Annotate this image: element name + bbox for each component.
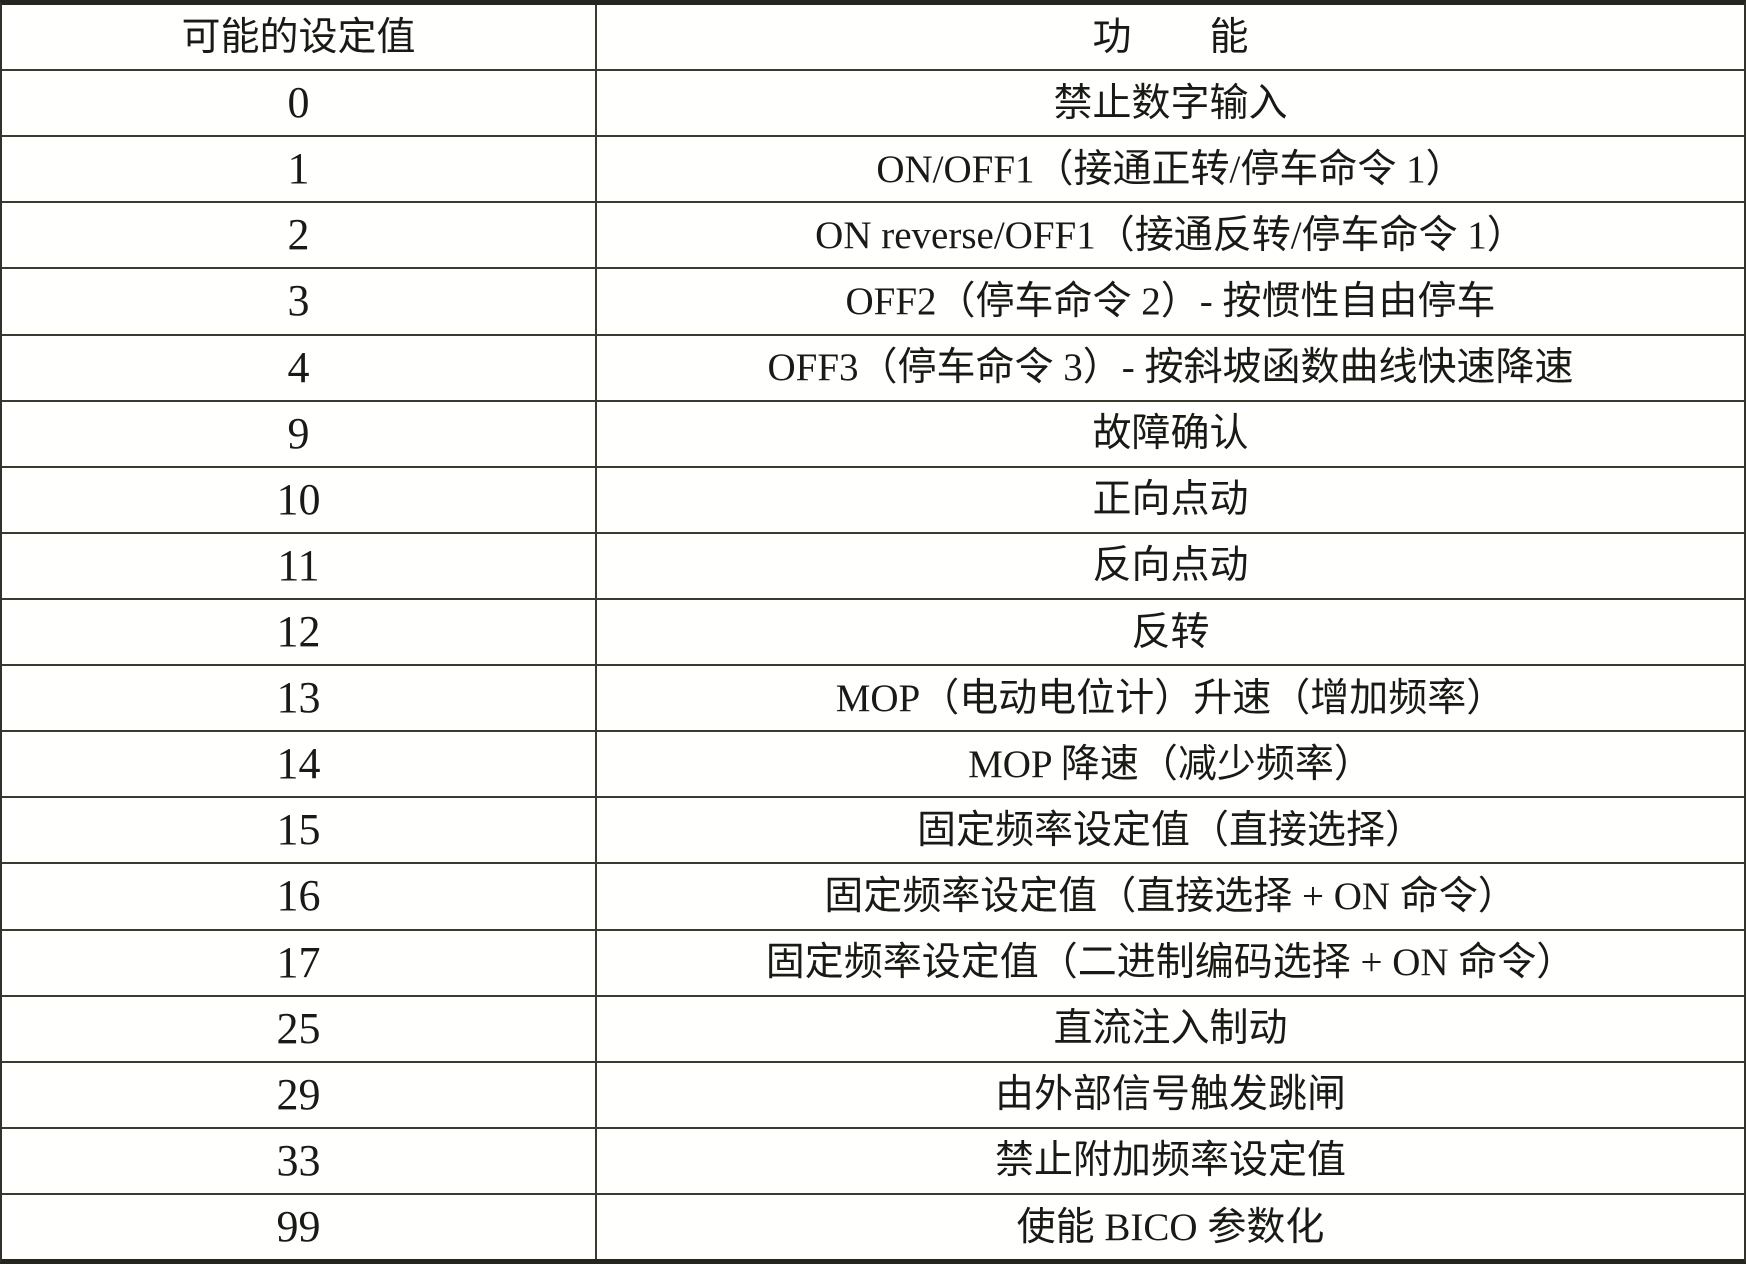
function-cell: 禁止附加频率设定值	[994, 1139, 1346, 1183]
function-cell: ON reverse/OFF1（接通反转/停车命令 1）	[815, 213, 1526, 257]
table-row: 99 使能 BICO 参数化	[2, 1192, 1744, 1260]
setting-value-cell: 9	[2, 401, 597, 466]
setting-value-cell: 0	[2, 71, 597, 136]
table-row: 4 OFF3（停车命令 3）- 按斜坡函数曲线快速降速	[2, 333, 1744, 400]
table-row: 10 正向点动	[2, 465, 1744, 532]
header-possible-setting-value: 可能的设定值	[2, 5, 597, 70]
function-cell: 反向点动	[1092, 544, 1249, 588]
function-cell: OFF3（停车命令 3）- 按斜坡函数曲线快速降速	[767, 346, 1574, 390]
setting-value-cell: 14	[2, 732, 597, 797]
setting-value-cell: 2	[2, 203, 597, 268]
table-row: 11 反向点动	[2, 531, 1744, 598]
table-row: 13 MOP（电动电位计）升速（增加频率）	[2, 664, 1744, 731]
function-cell: 使能 BICO 参数化	[1016, 1205, 1325, 1249]
function-cell: 故障确认	[1092, 412, 1249, 456]
function-cell: 由外部信号触发跳闸	[994, 1073, 1346, 1117]
setting-value-cell: 99	[2, 1194, 597, 1260]
table-row: 33 禁止附加频率设定值	[2, 1126, 1744, 1193]
setting-value-cell: 25	[2, 996, 597, 1061]
setting-value-cell: 15	[2, 798, 597, 863]
function-cell: 反转	[1131, 610, 1210, 654]
setting-value-cell: 16	[2, 864, 597, 929]
setting-value-cell: 13	[2, 666, 597, 731]
function-cell: 禁止数字输入	[1053, 81, 1288, 125]
table-row: 2 ON reverse/OFF1（接通反转/停车命令 1）	[2, 201, 1744, 268]
table-row: 9 故障确认	[2, 399, 1744, 466]
function-cell: MOP（电动电位计）升速（增加频率）	[835, 676, 1506, 720]
setting-value-cell: 17	[2, 930, 597, 995]
function-cell: 直流注入制动	[1053, 1007, 1288, 1051]
setting-value-cell: 4	[2, 335, 597, 400]
setting-value-cell: 1	[2, 137, 597, 202]
table-row: 16 固定频率设定值（直接选择 + ON 命令）	[2, 862, 1744, 929]
setting-value-cell: 29	[2, 1062, 597, 1127]
function-cell: OFF2（停车命令 2）- 按惯性自由停车	[845, 279, 1496, 323]
setting-value-cell: 10	[2, 467, 597, 532]
table-row: 25 直流注入制动	[2, 994, 1744, 1061]
function-cell: ON/OFF1（接通正转/停车命令 1）	[876, 147, 1465, 191]
table-header-row: 可能的设定值 功 能	[2, 5, 1744, 70]
table-row: 3 OFF2（停车命令 2）- 按惯性自由停车	[2, 267, 1744, 334]
table-row: 14 MOP 降速（减少频率）	[2, 730, 1744, 797]
function-cell: 固定频率设定值（直接选择 + ON 命令）	[824, 874, 1517, 918]
setting-value-cell: 3	[2, 269, 597, 334]
table-row: 12 反转	[2, 597, 1744, 665]
table-row: 15 固定频率设定值（直接选择）	[2, 796, 1744, 863]
table-row: 29 由外部信号触发跳闸	[2, 1060, 1744, 1127]
setting-value-cell: 33	[2, 1128, 597, 1193]
function-cell: 固定频率设定值（二进制编码选择 + ON 命令）	[765, 941, 1576, 985]
table-row: 17 固定频率设定值（二进制编码选择 + ON 命令）	[2, 928, 1744, 995]
setting-value-cell: 11	[2, 533, 597, 598]
header-function: 功 能	[1092, 15, 1249, 59]
function-cell: 正向点动	[1092, 478, 1249, 522]
table-row: 1 ON/OFF1（接通正转/停车命令 1）	[2, 135, 1744, 202]
function-cell: 固定频率设定值（直接选择）	[916, 808, 1424, 852]
setting-value-cell: 12	[2, 599, 597, 665]
function-cell: MOP 降速（减少频率）	[968, 742, 1373, 786]
table-row: 0 禁止数字输入	[2, 69, 1744, 136]
